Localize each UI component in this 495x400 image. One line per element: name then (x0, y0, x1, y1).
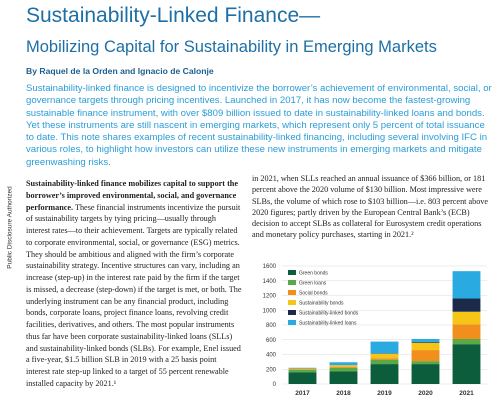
y-tick-label: 800 (266, 323, 277, 329)
y-tick-label: 0 (273, 382, 277, 388)
y-tick-label: 1400 (263, 279, 277, 285)
legend-swatch (288, 270, 296, 275)
legend-swatch (288, 320, 296, 325)
title: Sustainability-Linked Finance— (26, 4, 321, 27)
y-tick-label: 400 (266, 353, 277, 359)
left-column: Sustainability-linked finance mobilizes … (26, 178, 242, 390)
bar-segment (370, 341, 399, 354)
y-tick-label: 1000 (263, 308, 277, 314)
legend-label: Sustainability-linked bonds (299, 311, 359, 317)
y-tick-label: 600 (266, 338, 277, 344)
legend-swatch (288, 300, 296, 305)
legend-label: Sustainability-linked loans (299, 321, 357, 327)
bar-segment (370, 358, 399, 360)
bar-segment (288, 372, 317, 384)
bar-segment (329, 371, 358, 384)
bar-segment (452, 324, 481, 340)
subtitle: Mobilizing Capital for Sustainability in… (26, 38, 437, 56)
bar-segment (329, 367, 358, 372)
bar-segment (452, 271, 481, 299)
bar-segment (411, 350, 440, 362)
legend-swatch (288, 280, 296, 285)
y-tick-label: 1200 (263, 294, 277, 300)
right-column: in 2021, when SLLs reached an annual iss… (252, 174, 489, 240)
abstract: Sustainability-linked finance is designe… (26, 83, 492, 168)
x-tick-label: 2020 (418, 390, 433, 397)
bar-segment (370, 353, 399, 359)
lead: Sustainability-linked finance mobilizes … (26, 179, 238, 212)
bar-segment (288, 367, 317, 369)
legend-label: Green loans (299, 281, 327, 287)
bar-segment (288, 369, 317, 370)
paragraph: These financial instruments incentivize … (26, 202, 242, 388)
bar-segment (370, 359, 399, 365)
bar-segment (411, 342, 440, 351)
bar-segment (411, 361, 440, 365)
x-tick-label: 2019 (377, 390, 392, 397)
bar-segment (288, 368, 317, 370)
bar-segment (329, 366, 358, 368)
legend-label: Sustainability bonds (299, 301, 344, 307)
bar-segment (411, 341, 440, 343)
legend-swatch (288, 310, 296, 315)
legend-swatch (288, 290, 296, 295)
x-tick-label: 2018 (336, 390, 351, 397)
x-tick-label: 2021 (459, 390, 474, 397)
legend-label: Green bonds (299, 271, 328, 277)
bar-segment (452, 298, 481, 312)
bar-segment (329, 362, 358, 366)
bar-segment (329, 365, 358, 367)
y-tick-label: 1600 (263, 264, 277, 270)
bar-segment (452, 344, 481, 384)
bar-segment (411, 339, 440, 342)
y-tick-label: 200 (266, 367, 277, 373)
authors: By Raquel de la Orden and Ignacio de Cal… (26, 66, 214, 76)
bar-segment (452, 311, 481, 325)
bar-segment (288, 369, 317, 373)
legend-label: Social bonds (299, 291, 328, 297)
x-tick-label: 2017 (295, 390, 310, 397)
bar-segment (452, 339, 481, 345)
bar-segment (370, 364, 399, 384)
bar-segment (411, 364, 440, 384)
